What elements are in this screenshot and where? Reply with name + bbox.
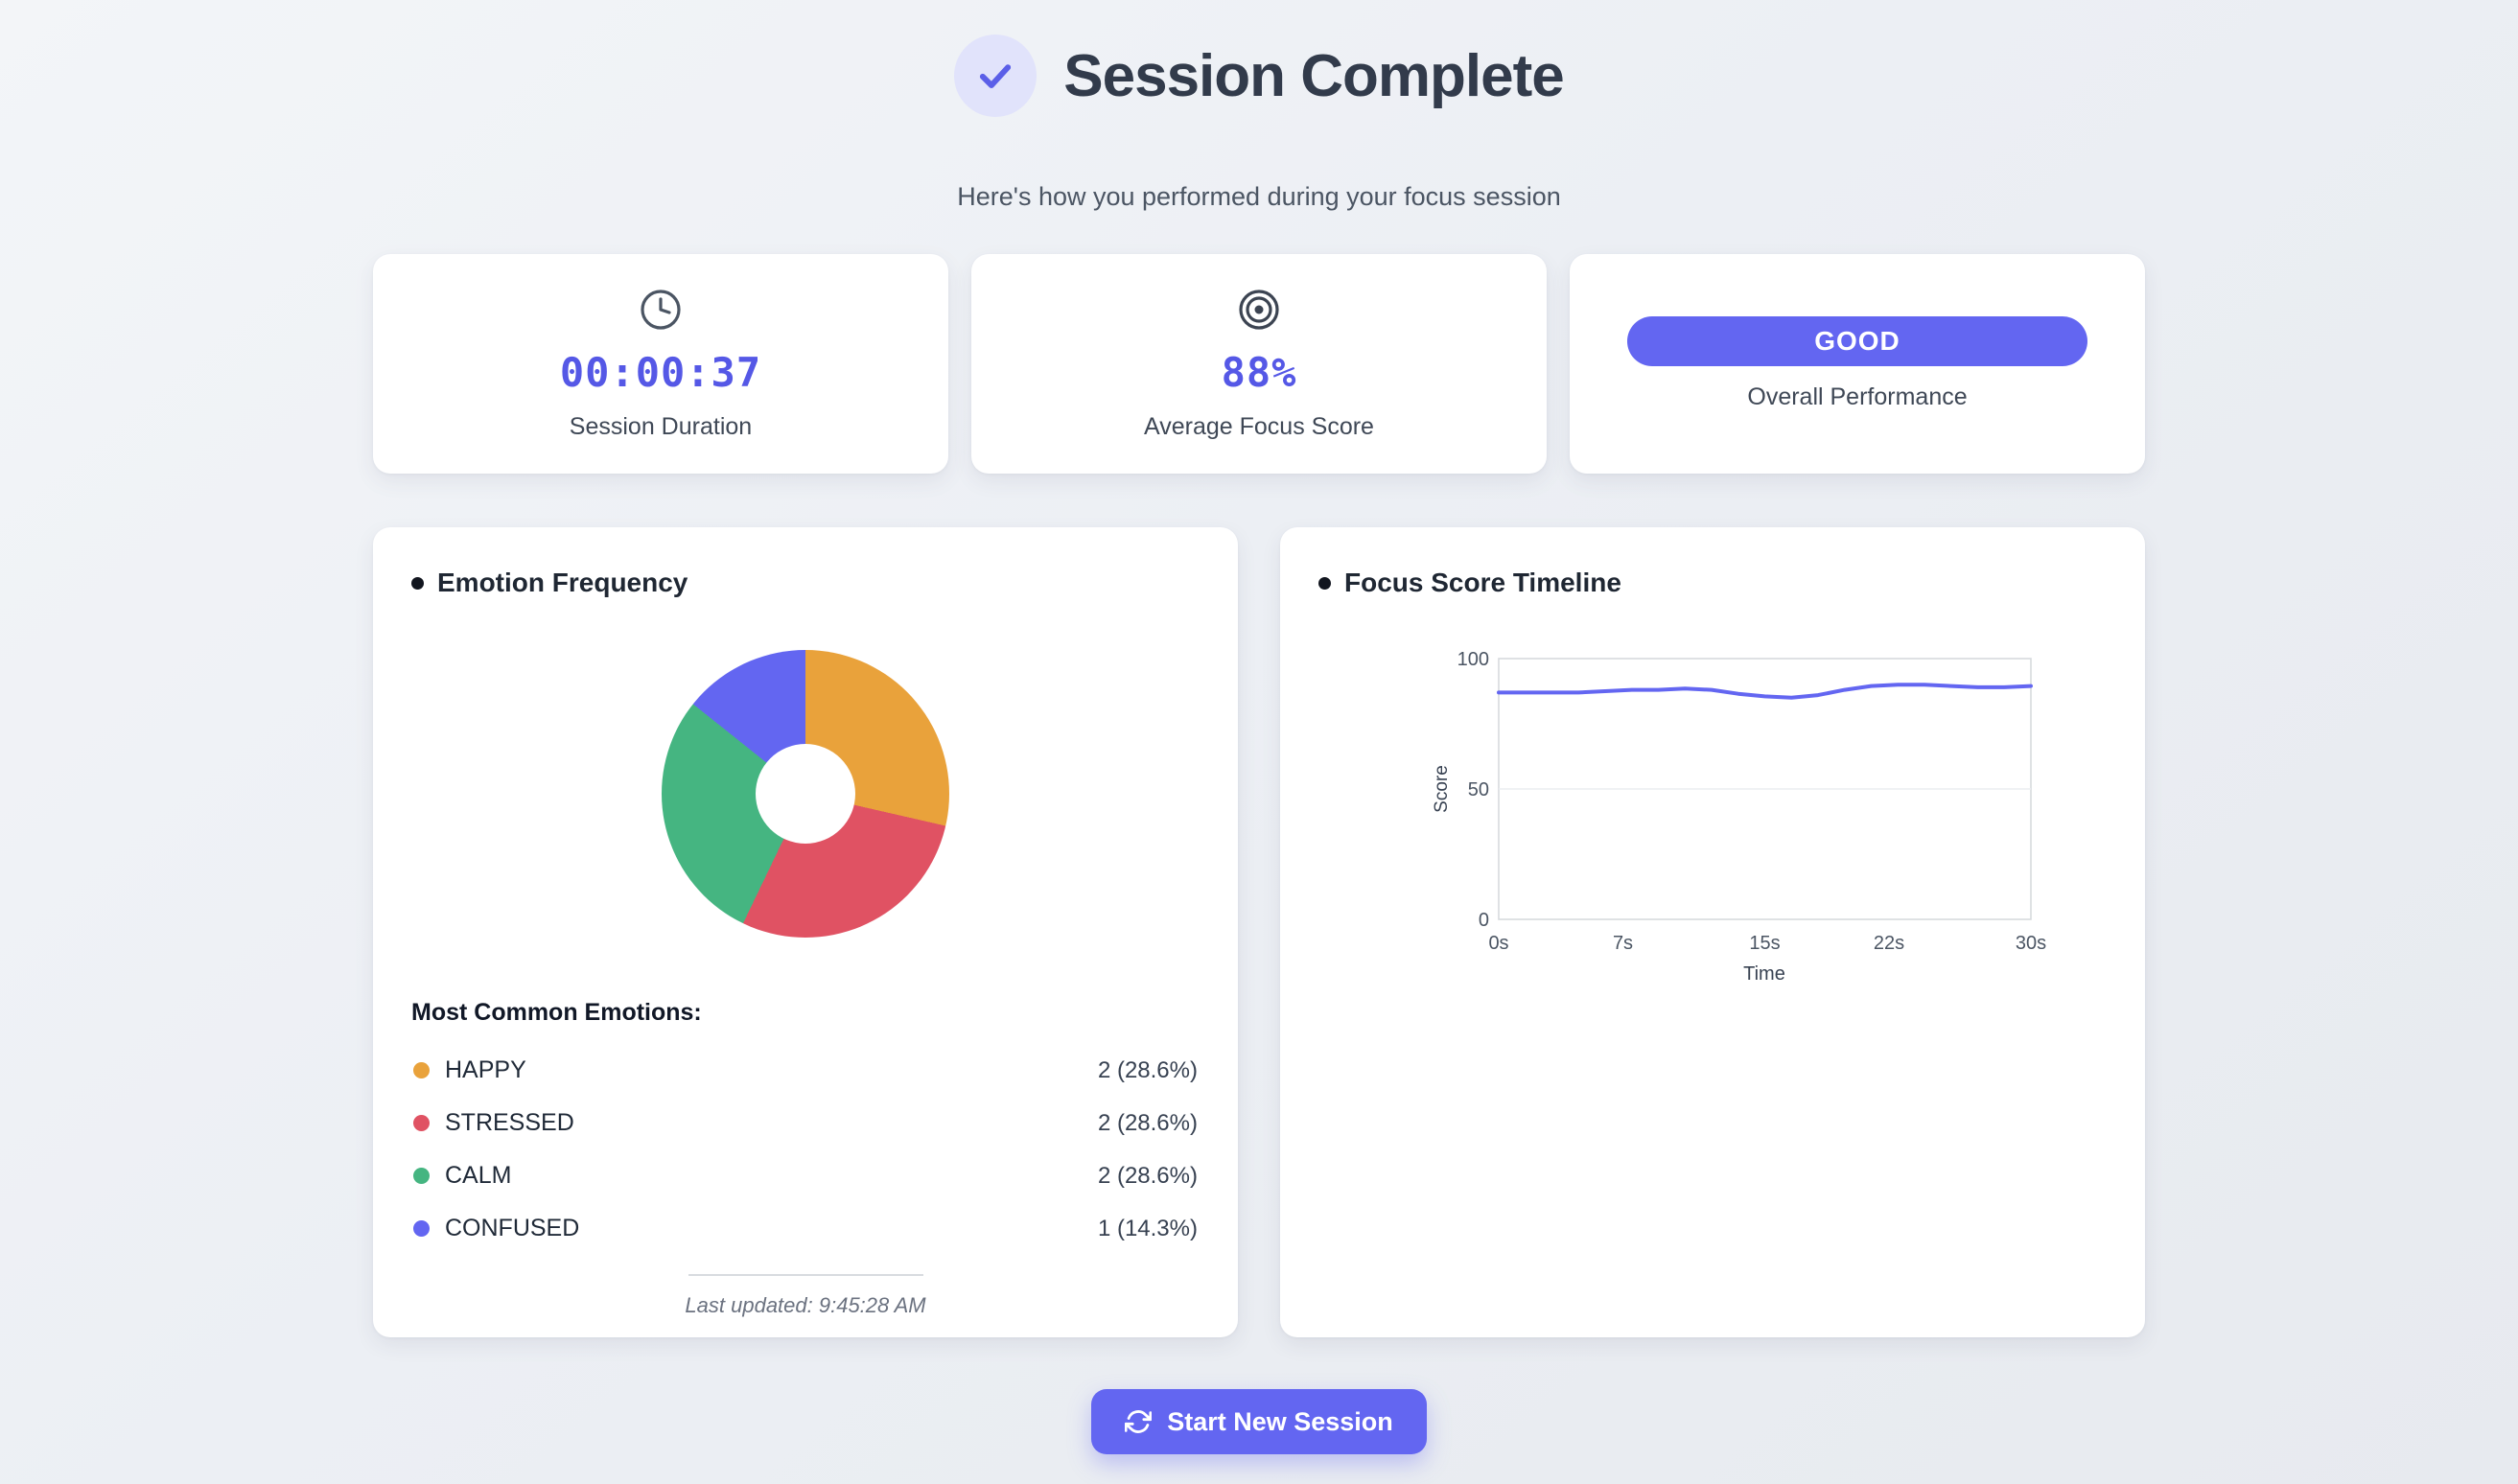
donut-hole: [756, 744, 855, 844]
performance-label: Overall Performance: [1747, 383, 1968, 410]
legend-row-confused: CONFUSED 1 (14.3%): [411, 1202, 1200, 1255]
xaxis-label: Time: [1743, 963, 1785, 985]
focus-line: [1497, 683, 2033, 700]
calm-count: 2 (28.6%): [1097, 1162, 1198, 1189]
session-duration-label: Session Duration: [569, 412, 753, 440]
focus-score-value: 88%: [1221, 348, 1297, 396]
clock-icon: [641, 289, 681, 330]
legend-row-calm: CALM 2 (28.6%): [411, 1149, 1200, 1202]
divider: [688, 1274, 923, 1276]
emotion-donut-chart: [662, 650, 949, 938]
happy-label: HAPPY: [445, 1056, 526, 1083]
performance-badge: GOOD: [1627, 316, 2087, 366]
timeline-panel-header: Focus Score Timeline: [1318, 568, 2107, 598]
emotion-legend: HAPPY 2 (28.6%) STRESSED 2 (28.6%) CALM: [411, 1044, 1200, 1255]
xtick-7s: 7s: [1613, 933, 1633, 954]
target-icon: [1239, 289, 1279, 330]
check-circle: [954, 35, 1038, 117]
xtick-30s: 30s: [2016, 933, 2046, 954]
stressed-label: STRESSED: [445, 1109, 574, 1136]
page: Session Complete Here's how you performe…: [373, 0, 2145, 1454]
bullet-dot-icon: [411, 576, 424, 590]
xtick-15s: 15s: [1749, 933, 1780, 954]
calm-dot-icon: [413, 1168, 430, 1184]
header: Session Complete: [373, 35, 2145, 117]
happy-dot-icon: [413, 1062, 430, 1078]
check-icon: [980, 64, 1012, 88]
last-updated-text: Last updated: 9:45:28 AM: [685, 1293, 926, 1317]
start-button-label: Start New Session: [1167, 1406, 1393, 1436]
focus-timeline-panel: Focus Score Timeline 100 50 0 0s 7s 15s: [1280, 527, 2145, 1337]
confused-count: 1 (14.3%): [1097, 1215, 1198, 1241]
stressed-count: 2 (28.6%): [1097, 1109, 1198, 1136]
timeline-panel-title: Focus Score Timeline: [1344, 568, 1621, 597]
ytick-50: 50: [1468, 779, 1489, 800]
page-title: Session Complete: [1063, 42, 1564, 109]
refresh-icon: [1125, 1410, 1153, 1433]
focus-score-chart: 100 50 0 0s 7s 15s 22s 30s Time Score: [1422, 644, 2107, 996]
emotion-frequency-panel: Emotion Frequency Most Common Emotions: …: [373, 527, 1238, 1337]
emotion-panel-header: Emotion Frequency: [411, 568, 1200, 598]
xtick-0s: 0s: [1488, 933, 1508, 954]
session-duration-value: 00:00:37: [559, 348, 762, 396]
confused-label: CONFUSED: [445, 1215, 580, 1241]
stat-card-performance: GOOD Overall Performance: [1570, 254, 2145, 474]
legend-heading: Most Common Emotions:: [411, 999, 702, 1026]
panels-row: Emotion Frequency Most Common Emotions: …: [373, 527, 2145, 1337]
stats-row: 00:00:37 Session Duration 88% Average Fo…: [373, 254, 2145, 474]
stat-card-duration: 00:00:37 Session Duration: [373, 254, 948, 474]
calm-label: CALM: [445, 1162, 512, 1189]
stat-card-focus-score: 88% Average Focus Score: [971, 254, 1547, 474]
ytick-0: 0: [1479, 910, 1489, 931]
yaxis-label: Score: [1432, 765, 1452, 813]
emotion-panel-title: Emotion Frequency: [437, 568, 688, 597]
start-new-session-button[interactable]: Start New Session: [1091, 1389, 1427, 1454]
footer: Start New Session: [373, 1389, 2145, 1454]
legend-row-stressed: STRESSED 2 (28.6%): [411, 1097, 1200, 1149]
confused-dot-icon: [413, 1220, 430, 1237]
ytick-100: 100: [1457, 649, 1489, 670]
xtick-22s: 22s: [1874, 933, 1904, 954]
bullet-dot-icon: [1318, 576, 1331, 590]
happy-count: 2 (28.6%): [1097, 1056, 1198, 1083]
legend-row-happy: HAPPY 2 (28.6%): [411, 1044, 1200, 1097]
focus-score-label: Average Focus Score: [1144, 412, 1374, 440]
line-chart-svg: 100 50 0 0s 7s 15s 22s 30s Time Score: [1432, 649, 2046, 985]
page-subtitle: Here's how you performed during your foc…: [957, 182, 1561, 211]
stressed-dot-icon: [413, 1115, 430, 1131]
